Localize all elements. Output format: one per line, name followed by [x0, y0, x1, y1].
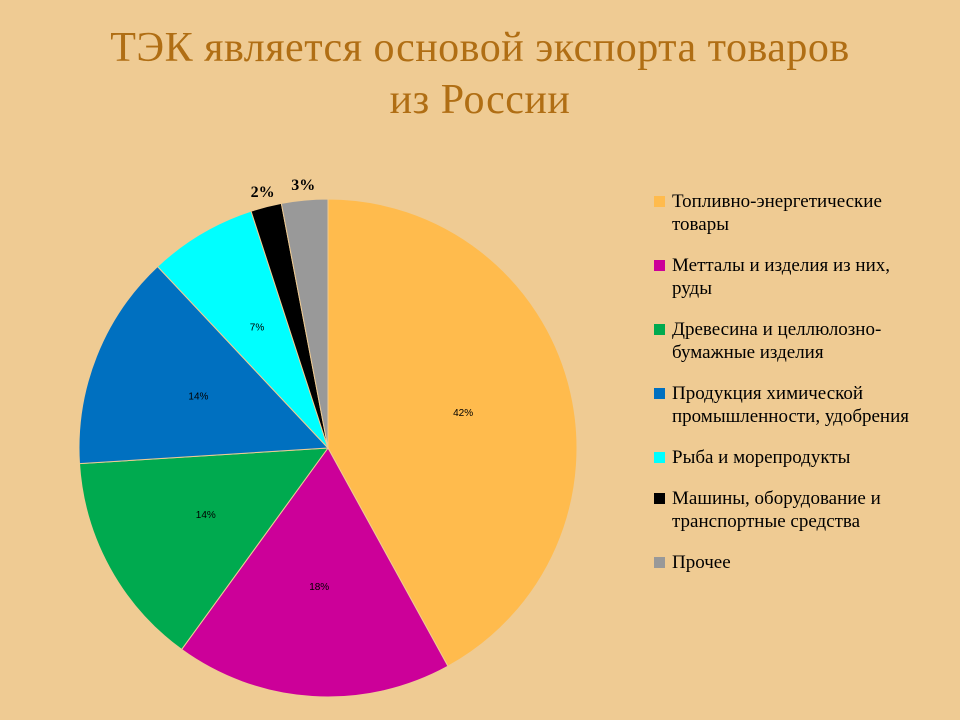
legend-item-5: Машины, оборудование и транспортные средс… [652, 487, 952, 533]
legend-swatch [654, 452, 665, 463]
pie-slice-3 [78, 265, 330, 465]
legend-label: Древесина и целлюлозно- [672, 319, 882, 340]
legend-swatch [654, 324, 665, 335]
pie-slice-0 [327, 198, 578, 667]
legend-label: Метталы и изделия из них, [672, 255, 891, 276]
legend-item-4: Рыба и морепродукты [652, 446, 952, 469]
legend-label: промышленности, удобрения [672, 406, 909, 427]
legend-label: бумажные изделия [672, 342, 824, 363]
pie-slice-6 [280, 198, 329, 449]
pie-label-0: 42% [453, 408, 473, 419]
legend-label: товары [672, 214, 729, 235]
legend-item-1: Метталы и изделия из них, руды [652, 254, 952, 300]
legend-item-6: Прочее [652, 551, 952, 574]
pie-label-4: 7% [250, 323, 265, 334]
legend-swatch [654, 557, 665, 568]
pie-slice-1 [180, 447, 449, 698]
legend-label: Прочее [672, 552, 731, 573]
legend-swatch [654, 493, 665, 504]
pie-label-3: 14% [188, 391, 208, 402]
legend-swatch [654, 196, 665, 207]
legend-item-0: Топливно-энергетические товары [652, 190, 952, 236]
pie-slice-4 [156, 210, 329, 449]
pie-label-2: 14% [196, 510, 216, 521]
legend-label: Топливно-энергетические [672, 191, 882, 212]
chart-title-line-1: ТЭК является основой экспорта товаров [110, 25, 850, 71]
legend-item-3: Продукция химической промышленности, удоб… [652, 382, 952, 428]
legend-label: Рыба и морепродукты [672, 447, 851, 468]
legend-label: руды [672, 278, 712, 299]
pie-label-5: 2% [251, 184, 275, 201]
chart-title-line-2: из России [389, 77, 571, 123]
legend-swatch [654, 388, 665, 399]
pie-slices [78, 198, 578, 698]
legend-label: Машины, оборудование и [672, 488, 881, 509]
legend-label: транспортные средства [672, 511, 861, 532]
legend-item-2: Древесина и целлюлозно-бумажные изделия [652, 318, 952, 364]
pie-label-6: 3% [291, 177, 315, 194]
legend: Топливно-энергетические товары Метталы и и… [652, 190, 952, 592]
legend-swatch [654, 260, 665, 271]
pie-label-1: 18% [309, 582, 329, 593]
legend-label: Продукция химической [672, 383, 864, 404]
chart-title: ТЭК является основой экспорта товаров из… [40, 22, 920, 126]
pie-slice-2 [78, 447, 330, 651]
pie-labels: 42% 18% 14% 14% 7% 2% 3% [188, 177, 473, 593]
